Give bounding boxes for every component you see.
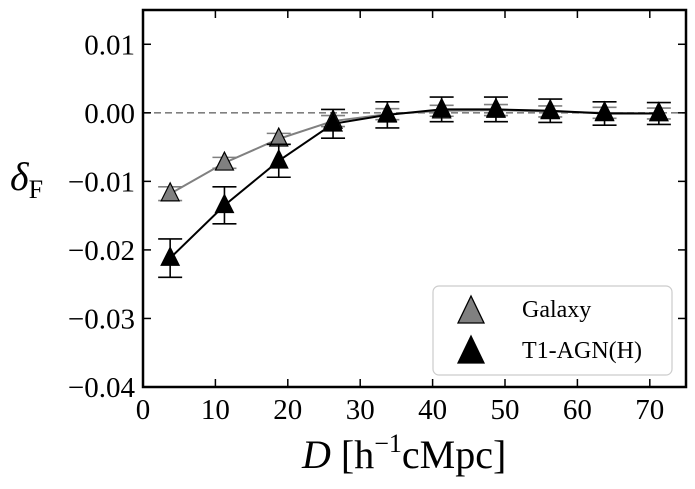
- legend-entry-galaxy: Galaxy: [456, 294, 591, 324]
- x-tick-label: 60: [563, 394, 592, 426]
- x-tick-label: 0: [136, 394, 151, 426]
- y-tick-label: −0.01: [68, 166, 135, 198]
- x-tick-label: 40: [418, 394, 447, 426]
- plot-area: [143, 96, 686, 279]
- data-point-t1-agn: [485, 97, 506, 118]
- x-tick-label: 10: [201, 394, 230, 426]
- data-point-t1-agn: [540, 98, 561, 119]
- data-point-t1-agn: [160, 245, 181, 266]
- y-tick-label: −0.03: [68, 303, 135, 335]
- axes: 0 10 20 30 40 50 60 70 −0.04 −0.03 −0.02 −0.01 0.00 0…: [68, 8, 688, 426]
- legend-frame: [432, 285, 673, 376]
- data-point-t1-agn: [268, 148, 289, 169]
- legend: Galaxy T1-AGN(H): [432, 285, 673, 376]
- axes-frame: [141, 8, 688, 389]
- y-axis-label: δF: [10, 154, 43, 204]
- x-tick-label: 30: [346, 394, 375, 426]
- data-point-t1-agn: [377, 102, 398, 123]
- data-point-t1-agn: [594, 101, 615, 122]
- data-point-t1-agn: [214, 193, 235, 214]
- legend-label-t1-agn: T1-AGN(H): [522, 338, 642, 364]
- data-point-t1-agn: [431, 97, 452, 118]
- legend-label-galaxy: Galaxy: [522, 297, 591, 323]
- legend-marker-galaxy: [456, 294, 486, 324]
- x-tick-label: 50: [491, 394, 520, 426]
- x-tick-label: 20: [273, 394, 302, 426]
- data-point-t1-agn: [323, 111, 344, 132]
- data-point-galaxy: [160, 181, 181, 202]
- x-axis-label: D [h−1cMpc]: [301, 429, 506, 477]
- series-line-galaxy: [169, 109, 659, 195]
- series-line-t1-agn: [169, 108, 659, 259]
- y-tick-label: 0.01: [84, 29, 135, 61]
- legend-entry-t1-agn: T1-AGN(H): [456, 334, 642, 364]
- y-tick-label: −0.02: [68, 235, 135, 267]
- legend-marker-t1-agn: [456, 334, 486, 364]
- y-tick-label: −0.04: [68, 372, 136, 404]
- x-tick-label: 70: [635, 394, 664, 426]
- data-point-t1-agn: [648, 101, 669, 122]
- data-point-galaxy: [214, 150, 235, 171]
- y-tick-label: 0.00: [84, 98, 135, 130]
